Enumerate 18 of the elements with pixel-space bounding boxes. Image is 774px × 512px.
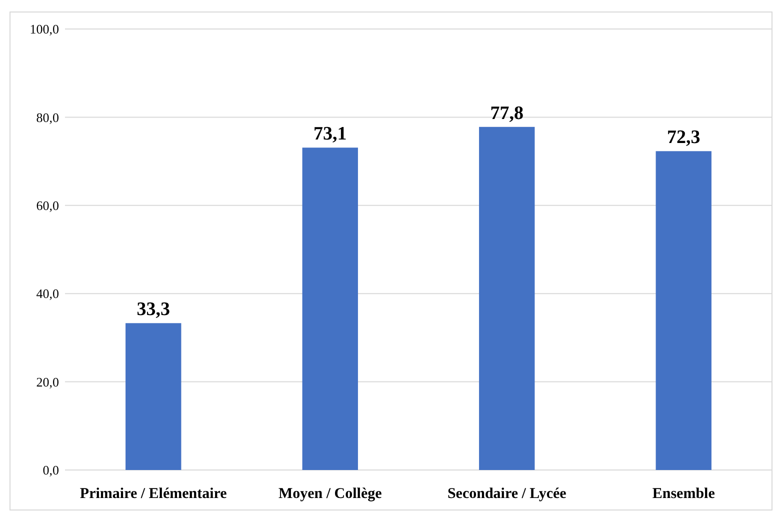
y-tick-label: 100,0 [30, 22, 59, 37]
y-tick-label: 60,0 [36, 198, 59, 213]
y-tick-label: 20,0 [36, 374, 59, 390]
data-label: 33,3 [136, 299, 170, 320]
y-tick-label: 40,0 [36, 286, 59, 302]
data-label: 77,8 [490, 102, 524, 124]
x-tick-label: Primaire / Elémentaire [80, 486, 228, 502]
y-tick-label: 80,0 [36, 110, 59, 125]
bar [126, 323, 182, 470]
bar [656, 151, 712, 470]
x-tick-label: Ensemble [652, 486, 716, 502]
data-label: 73,1 [314, 124, 347, 145]
y-tick-label: 0,0 [42, 462, 59, 478]
data-label: 72,3 [667, 127, 700, 148]
x-tick-label: Secondaire / Lycée [447, 486, 567, 502]
bar [479, 126, 535, 470]
bar [302, 148, 358, 470]
x-tick-label: Moyen / Collège [278, 486, 382, 502]
